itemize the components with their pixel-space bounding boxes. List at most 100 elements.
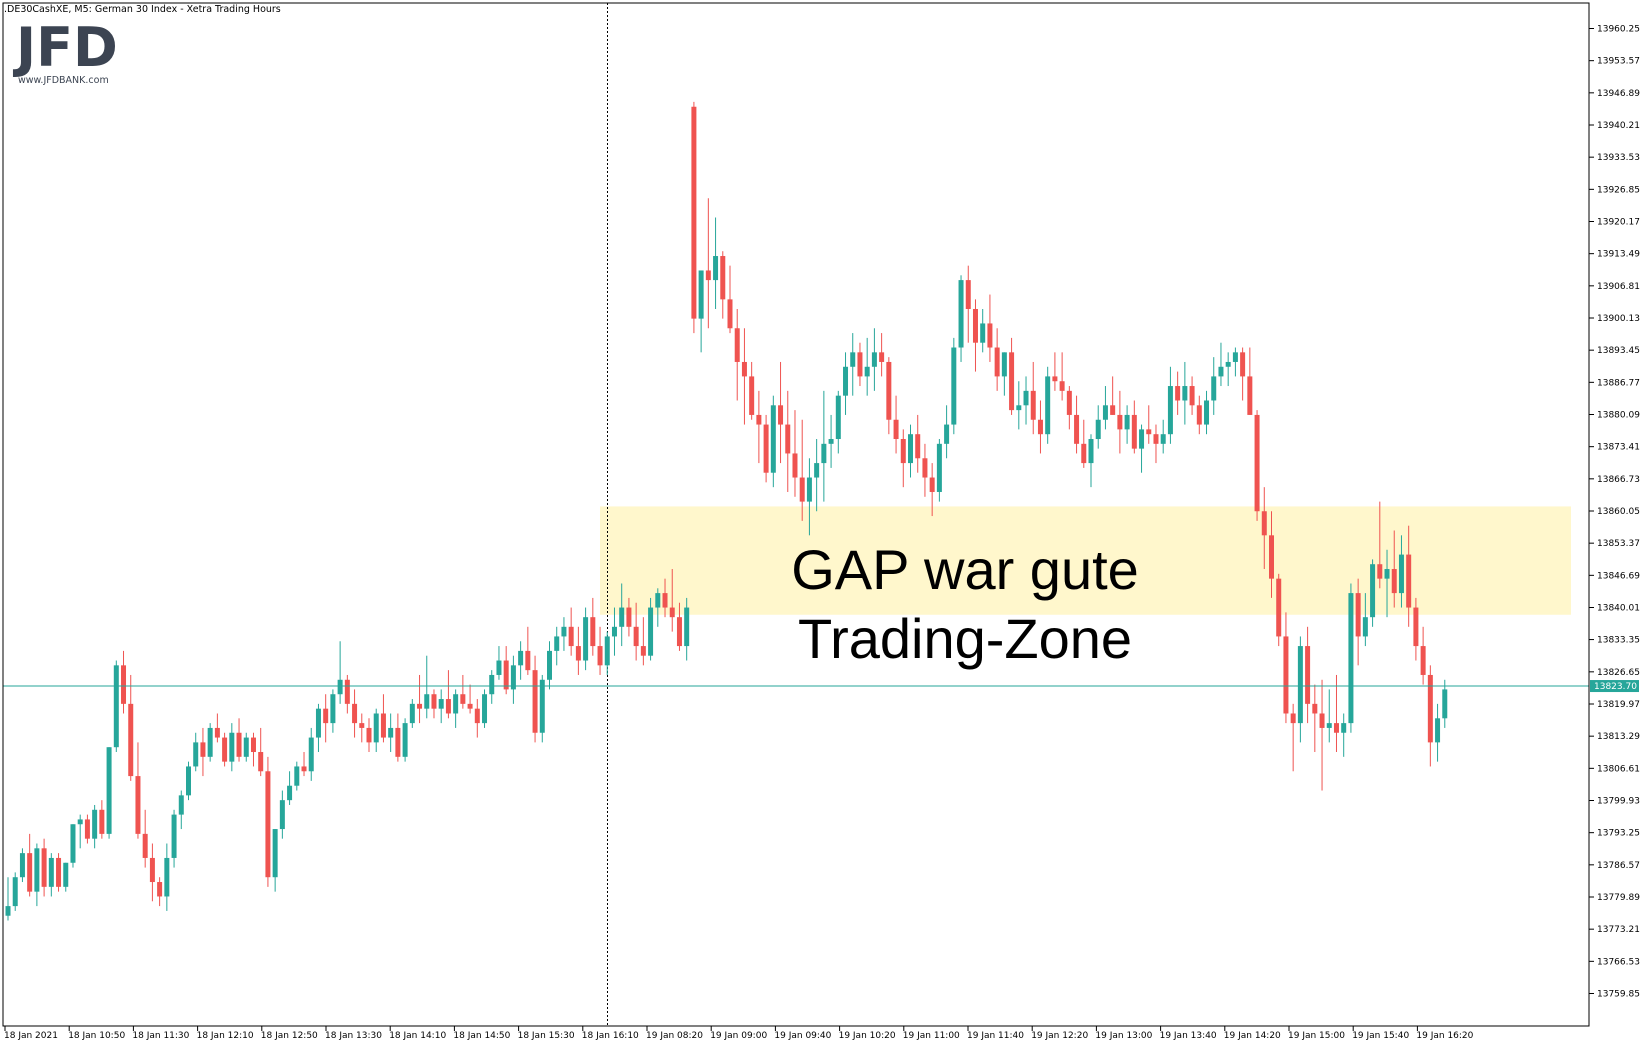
y-tick-label: 13759.85 — [1597, 990, 1640, 1000]
candle — [388, 713, 394, 753]
candle-body — [1427, 674, 1433, 743]
candle-body — [756, 414, 762, 425]
candle-body — [308, 737, 314, 772]
candle-body — [438, 699, 444, 709]
candle-body — [214, 727, 220, 738]
candle — [402, 718, 408, 762]
candle — [272, 829, 278, 892]
candle — [157, 877, 163, 907]
candle-body — [1009, 352, 1015, 411]
candle-body — [828, 439, 834, 444]
candle — [684, 597, 690, 661]
candle-body — [1204, 400, 1210, 425]
candle-body — [1276, 578, 1282, 637]
candle — [149, 843, 155, 902]
candle-body — [1124, 414, 1130, 430]
candle — [525, 626, 531, 675]
candle — [84, 814, 90, 844]
candle-body — [1261, 511, 1267, 536]
candle — [900, 429, 906, 488]
x-tick-label: 18 Jan 16:10 — [582, 1031, 639, 1041]
candle-body — [597, 646, 603, 666]
candle-body — [77, 819, 83, 825]
y-tick-label: 13860.05 — [1597, 507, 1640, 517]
x-tick-label: 18 Jan 11:30 — [132, 1031, 189, 1041]
candle-body — [330, 694, 336, 724]
candle — [640, 617, 646, 666]
candle — [792, 410, 798, 497]
candle-body — [149, 857, 155, 883]
candle-body — [265, 771, 271, 878]
candle-body — [12, 877, 18, 907]
candle — [850, 333, 856, 396]
candle — [337, 641, 343, 704]
candle — [1045, 366, 1051, 444]
y-tick-label: 13853.37 — [1597, 539, 1640, 549]
candle — [575, 626, 581, 675]
candle — [19, 848, 25, 883]
y-tick-label: 13960.25 — [1597, 25, 1640, 35]
candle — [395, 713, 401, 762]
candle-body — [1398, 554, 1404, 594]
candle-body — [900, 439, 906, 464]
y-tick-label: 13833.35 — [1597, 636, 1640, 646]
candle-body — [63, 862, 69, 887]
y-tick-label: 13766.53 — [1597, 957, 1640, 967]
current-price-tag: 13823.70 — [1590, 680, 1639, 693]
candle-body — [1305, 646, 1311, 704]
candle-body — [243, 737, 249, 757]
candle-body — [626, 607, 632, 627]
candle — [92, 804, 98, 849]
candle — [200, 727, 206, 777]
candle — [265, 756, 271, 887]
candle-body — [99, 809, 105, 834]
y-tick-label: 13946.89 — [1597, 89, 1640, 99]
candle — [453, 689, 459, 728]
candle — [1160, 419, 1166, 454]
candle — [944, 405, 950, 459]
y-tick-label: 13920.17 — [1597, 218, 1640, 228]
y-tick-label: 13880.09 — [1597, 411, 1640, 421]
candle-body — [835, 395, 841, 440]
candle-body — [1225, 361, 1231, 367]
x-tick-label: 18 Jan 14:50 — [453, 1031, 510, 1041]
candle-body — [1023, 390, 1029, 406]
candle-body — [1052, 376, 1058, 382]
candle-body — [648, 607, 654, 656]
candle-body — [106, 747, 112, 834]
candle — [1247, 347, 1253, 415]
candle-body — [994, 347, 1000, 377]
candle — [510, 655, 516, 704]
candle-body — [70, 824, 76, 863]
candle — [763, 414, 769, 483]
candle — [48, 853, 54, 897]
candle-body — [84, 819, 90, 839]
candle — [1081, 419, 1087, 468]
candle-body — [879, 352, 885, 362]
candle — [1066, 386, 1072, 430]
candle-body — [92, 809, 98, 839]
candle-body — [1247, 376, 1253, 415]
y-tick-label: 13799.93 — [1597, 797, 1640, 807]
y-tick-label: 13793.25 — [1597, 829, 1640, 839]
candle-body — [186, 766, 191, 796]
candle-body — [958, 280, 964, 348]
candle — [518, 641, 524, 680]
candle — [1102, 386, 1108, 430]
candle-body — [1030, 390, 1036, 420]
x-tick-label: 18 Jan 13:30 — [325, 1031, 382, 1041]
candle-body — [1435, 718, 1441, 743]
candle-body — [453, 694, 459, 714]
candle-body — [164, 857, 170, 897]
x-tick-label: 19 Jan 11:40 — [967, 1031, 1024, 1041]
candle — [186, 761, 191, 801]
candle — [799, 419, 805, 521]
candle — [287, 771, 293, 805]
candle — [482, 689, 488, 728]
candle — [164, 843, 170, 911]
candle-body — [250, 737, 256, 753]
candle-body — [525, 650, 531, 671]
candle — [1297, 636, 1303, 743]
candle — [279, 790, 285, 839]
